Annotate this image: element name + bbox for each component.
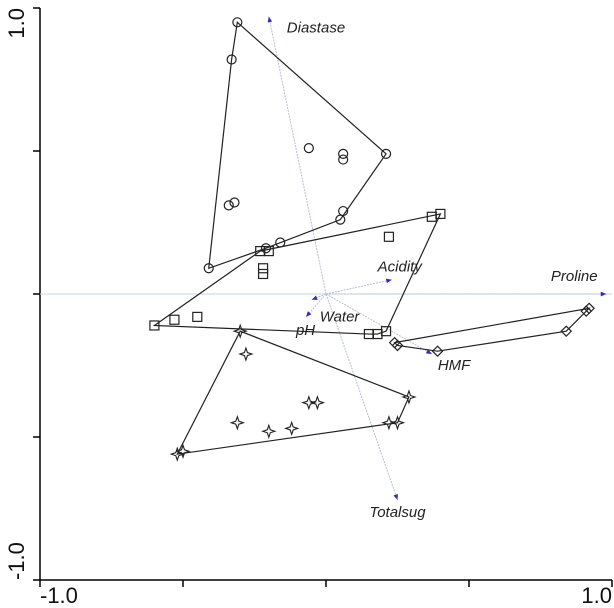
loading-label: Diastase xyxy=(287,20,345,37)
point xyxy=(383,231,395,242)
loading-label: pH xyxy=(295,322,315,339)
point xyxy=(169,314,180,325)
loading-arrow xyxy=(268,16,327,295)
point xyxy=(309,394,326,411)
x-tick-label: 1.0 xyxy=(581,583,612,608)
point xyxy=(149,320,160,331)
point xyxy=(372,328,383,340)
point xyxy=(226,54,237,65)
loading-label: Acidity xyxy=(377,259,424,276)
group-hull xyxy=(176,330,410,455)
arrow-head xyxy=(393,493,398,500)
point xyxy=(301,394,317,411)
point xyxy=(175,443,191,460)
x-tick-label: -1.0 xyxy=(40,583,78,608)
point xyxy=(203,263,214,274)
point xyxy=(257,263,269,274)
arrow-head xyxy=(385,278,392,284)
point xyxy=(192,311,203,322)
arrow-head xyxy=(305,311,312,317)
point xyxy=(381,414,397,431)
point xyxy=(338,148,349,159)
point xyxy=(257,268,269,280)
point xyxy=(580,305,593,318)
point xyxy=(335,214,346,225)
point xyxy=(229,197,240,208)
point xyxy=(261,423,277,440)
loading-arrow xyxy=(325,279,392,295)
point xyxy=(431,345,444,358)
point xyxy=(338,154,349,165)
point xyxy=(169,446,186,462)
loading-arrow xyxy=(325,293,398,501)
loading-arrow xyxy=(325,293,433,355)
point xyxy=(232,17,243,28)
loading-label: HMF xyxy=(438,357,471,374)
loading-label: Totalsug xyxy=(369,504,426,521)
point xyxy=(560,325,573,338)
point xyxy=(435,208,446,220)
point xyxy=(260,243,272,254)
arrow-head xyxy=(425,349,432,355)
point xyxy=(238,346,254,362)
loading-label: Water xyxy=(320,309,361,326)
arrow-head xyxy=(267,16,273,23)
group-hull xyxy=(208,21,387,270)
y-tick-label: 1.0 xyxy=(4,8,29,39)
point xyxy=(389,414,406,431)
group-hull xyxy=(152,213,442,335)
point xyxy=(380,148,392,159)
arrow-head xyxy=(600,291,607,297)
point xyxy=(583,302,595,315)
point xyxy=(283,420,300,437)
loading-label: Proline xyxy=(551,268,598,285)
point xyxy=(229,414,246,431)
point xyxy=(232,323,248,339)
arrow-head xyxy=(311,295,318,300)
point xyxy=(401,389,417,405)
point xyxy=(263,246,274,257)
group-hull xyxy=(393,307,591,352)
point xyxy=(391,339,404,352)
y-tick-label: -1.0 xyxy=(4,542,29,580)
point xyxy=(303,143,314,154)
point xyxy=(223,200,234,211)
